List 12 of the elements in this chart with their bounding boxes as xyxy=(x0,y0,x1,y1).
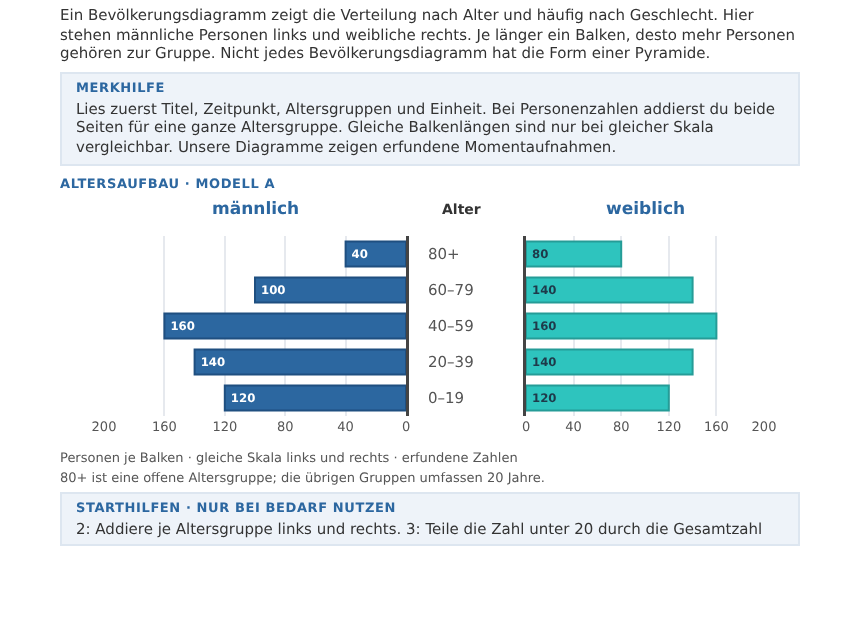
bar xyxy=(526,383,670,411)
bar xyxy=(526,311,718,339)
chart-title: männlich xyxy=(212,199,300,220)
bar xyxy=(344,239,406,267)
bar xyxy=(526,239,623,267)
chart-title: weiblich xyxy=(606,199,686,220)
bar xyxy=(193,347,406,375)
bar xyxy=(526,275,694,303)
bar xyxy=(526,347,694,375)
bar xyxy=(223,383,406,411)
bar xyxy=(163,311,406,339)
bar xyxy=(254,275,406,303)
